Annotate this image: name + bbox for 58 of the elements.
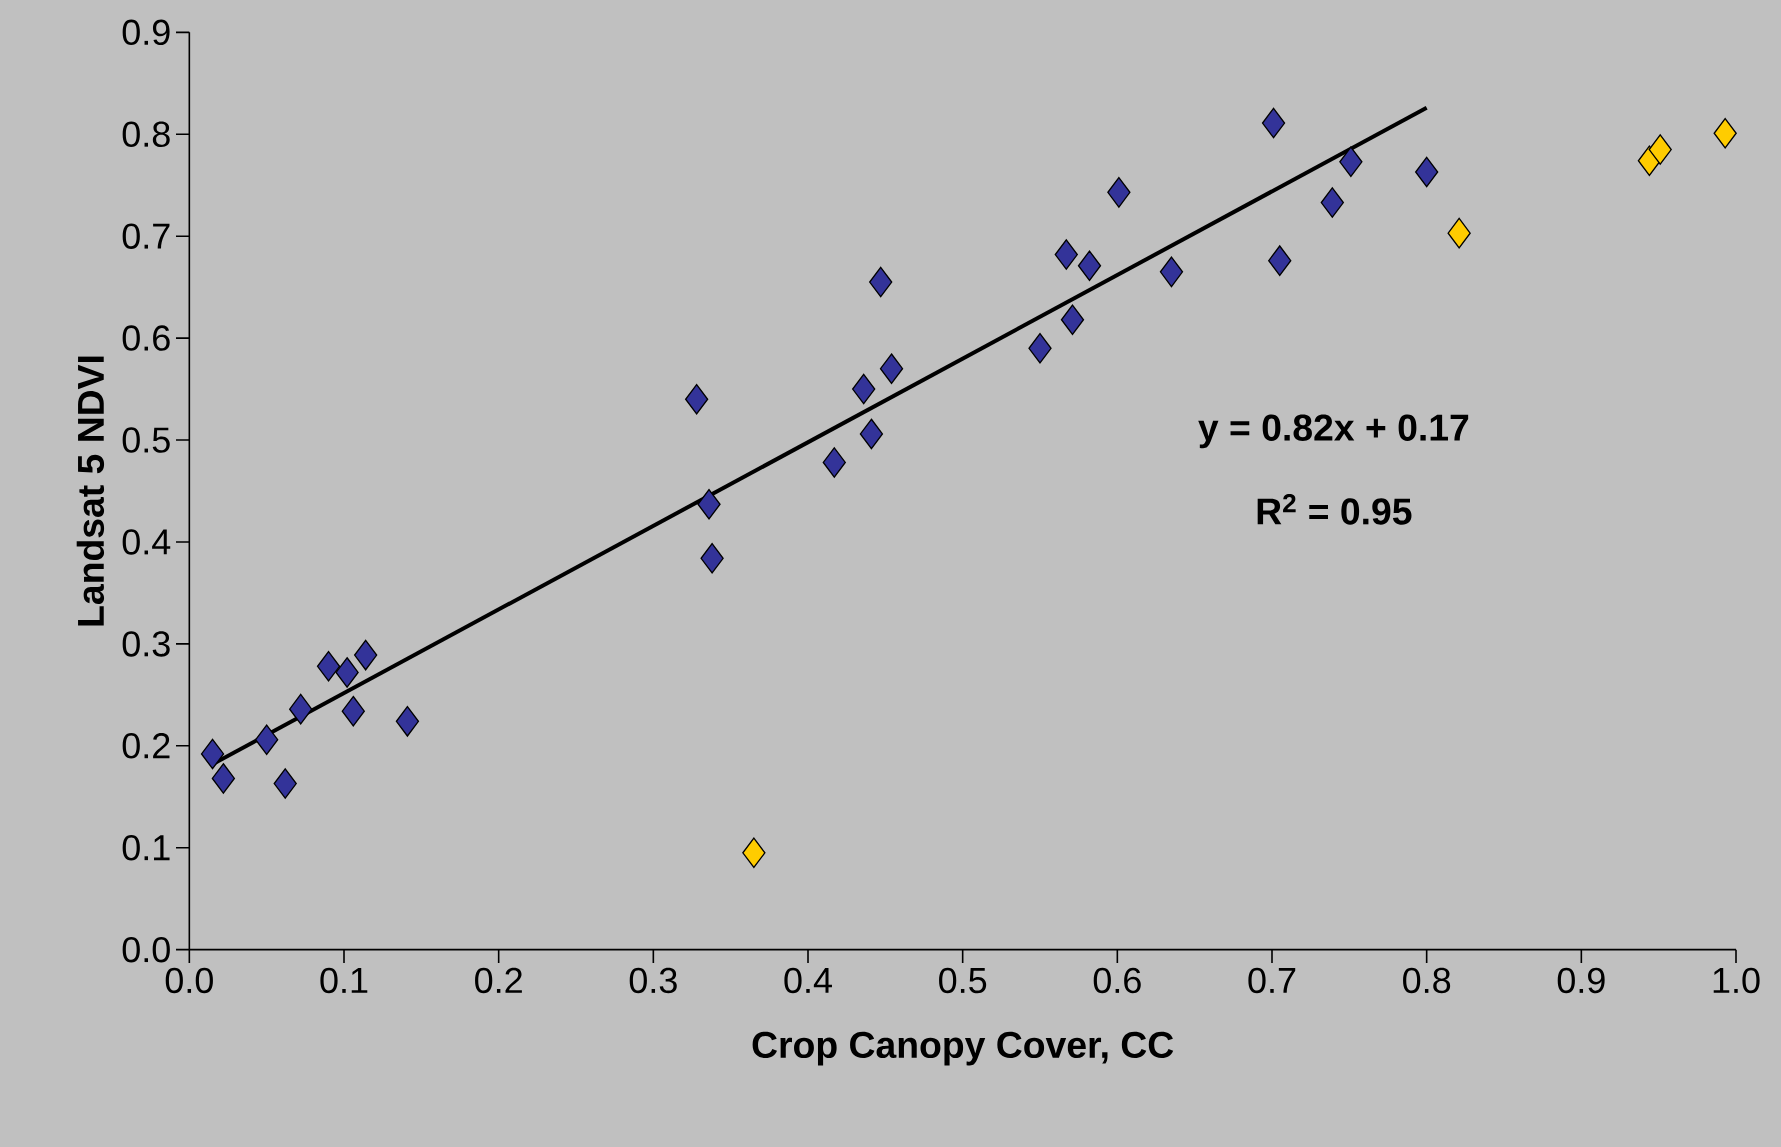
point	[255, 724, 279, 756]
point	[1339, 146, 1363, 178]
annotation: y = 0.82x + 0.17	[1198, 414, 1469, 449]
x-tick-label: 0.3	[629, 967, 677, 994]
point	[316, 650, 341, 682]
point	[200, 738, 225, 770]
point	[1107, 177, 1131, 208]
point	[1159, 256, 1184, 288]
point	[1054, 239, 1078, 270]
x-tick-label: 0.5	[939, 967, 987, 994]
point	[822, 447, 846, 478]
x-tick-label: 0.0	[165, 967, 213, 994]
point	[289, 693, 313, 725]
y-tick-label: 0.9	[122, 19, 170, 46]
x-tick-label: 1.0	[1713, 967, 1760, 994]
point	[1648, 134, 1672, 165]
point	[879, 353, 904, 385]
point	[684, 383, 709, 415]
point	[1320, 187, 1344, 218]
point	[869, 266, 893, 298]
y-tick-label: 0.8	[122, 121, 170, 148]
point	[852, 373, 876, 405]
y-tick-label: 0.5	[122, 427, 170, 453]
x-axis-title: Crop Canopy Cover, CC	[752, 1031, 1174, 1066]
y-tick-label: 0.1	[122, 835, 170, 861]
y-tick-label: 0.0	[122, 936, 170, 963]
y-axis-title: Landsat 5 NDVI	[76, 356, 105, 626]
point	[335, 657, 359, 688]
point	[1447, 217, 1471, 249]
x-tick-label: 0.9	[1557, 967, 1605, 994]
point	[395, 706, 420, 737]
point	[1060, 304, 1085, 336]
x-tick-label: 0.8	[1403, 967, 1451, 994]
y-tick-label: 0.7	[122, 223, 170, 249]
point	[1077, 250, 1102, 282]
point	[700, 542, 724, 574]
point	[742, 837, 766, 869]
point	[273, 768, 297, 799]
point	[1415, 156, 1439, 188]
y-tick-label: 0.3	[122, 631, 170, 657]
point	[341, 695, 365, 727]
point	[211, 763, 236, 794]
point	[353, 639, 378, 671]
point	[1713, 117, 1737, 149]
point	[1028, 332, 1052, 364]
x-tick-label: 0.2	[475, 967, 522, 994]
annotation: R$^{2}$ = 0.95	[1257, 494, 1412, 525]
y-tick-label: 0.4	[122, 529, 171, 555]
point	[697, 488, 721, 520]
x-tick-label: 0.6	[1093, 967, 1141, 994]
y-tick-label: 0.6	[122, 325, 170, 351]
point	[1261, 107, 1286, 139]
point	[1268, 245, 1292, 276]
x-tick-label: 0.7	[1248, 967, 1296, 994]
y-tick-label: 0.2	[122, 733, 170, 759]
point	[859, 418, 884, 450]
x-tick-label: 0.1	[320, 967, 368, 994]
x-tick-label: 0.4	[784, 967, 832, 994]
